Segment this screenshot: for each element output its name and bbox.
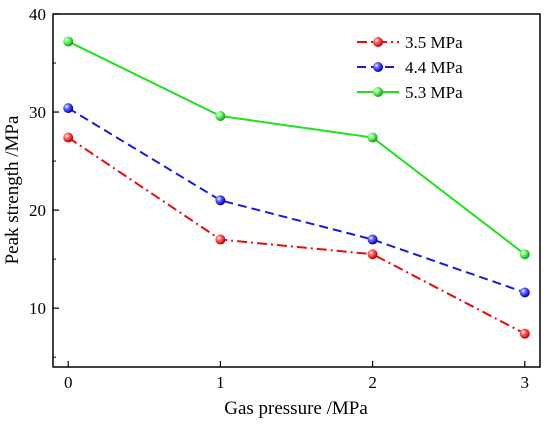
axis-layer: 0 1 2 3 10 20 30 40	[29, 5, 529, 392]
x-axis-label: Gas pressure /MPa	[224, 398, 368, 419]
data-point	[215, 110, 226, 121]
data-point	[519, 287, 530, 298]
data-point	[63, 103, 74, 114]
series-3-5-mpa	[63, 132, 530, 339]
y-tick-label: 10	[29, 299, 46, 318]
series-5-3-mpa	[63, 36, 530, 260]
y-tick-label: 20	[29, 201, 46, 220]
plot-frame	[52, 13, 541, 368]
legend: 3.5 MPa 4.4 MPa 5.3 MPa	[357, 33, 463, 102]
series-line	[67, 107, 526, 294]
y-axis-label: Peak strength /MPa	[2, 115, 23, 264]
legend-marker	[373, 62, 383, 72]
data-point	[63, 132, 74, 143]
data-point	[519, 328, 530, 339]
data-point	[215, 195, 226, 206]
series-line	[67, 136, 526, 335]
x-tick-label: 3	[521, 373, 530, 392]
y-tick-label: 30	[29, 103, 46, 122]
series-4-4-mpa	[63, 103, 530, 298]
x-tick-label: 2	[368, 373, 377, 392]
x-tick-label: 1	[216, 373, 225, 392]
legend-label: 4.4 MPa	[405, 58, 463, 77]
legend-marker	[373, 87, 383, 97]
data-point	[519, 249, 530, 260]
series-line	[67, 40, 526, 256]
series-layer	[63, 36, 530, 339]
data-point	[367, 249, 378, 260]
legend-label: 3.5 MPa	[405, 33, 463, 52]
data-point	[63, 36, 74, 47]
x-tick-label: 0	[64, 373, 73, 392]
data-point	[367, 234, 378, 245]
data-point	[367, 132, 378, 143]
legend-marker	[373, 37, 383, 47]
y-tick-label: 40	[29, 5, 46, 24]
legend-label: 5.3 MPa	[405, 83, 463, 102]
data-point	[215, 234, 226, 245]
